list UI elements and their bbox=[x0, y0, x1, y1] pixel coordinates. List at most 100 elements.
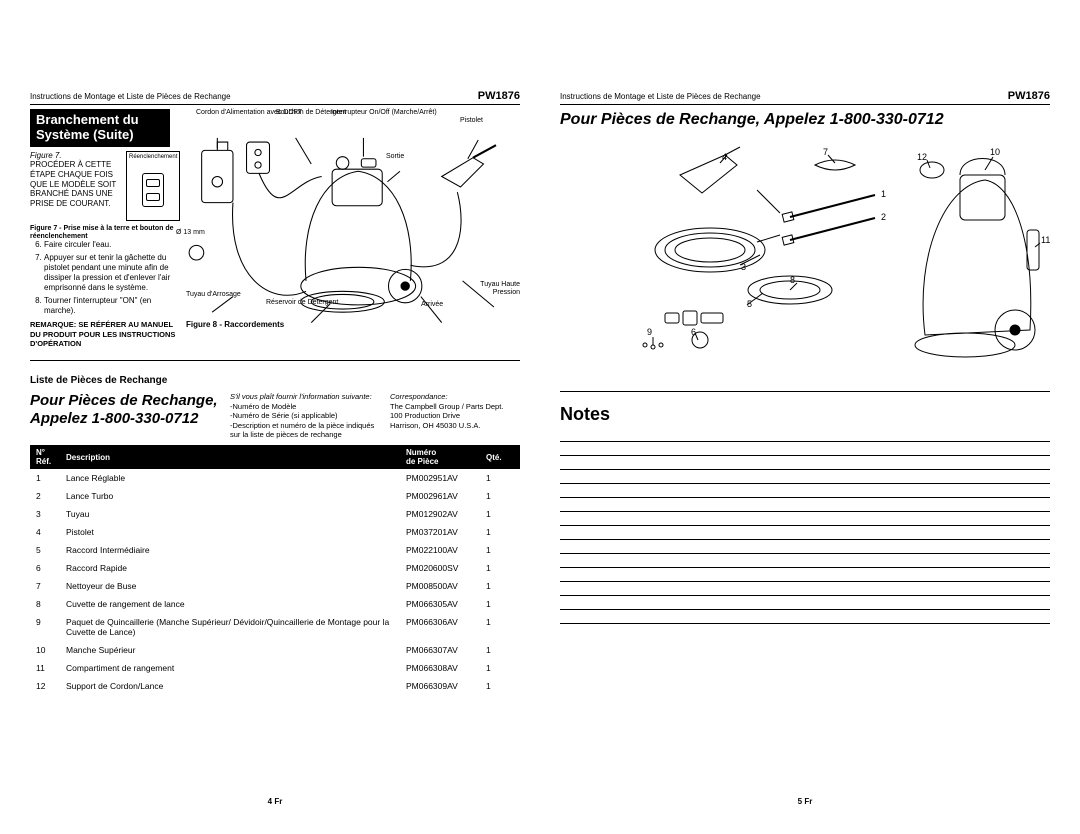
note-line bbox=[560, 511, 1050, 512]
correspond-title: Correspondance: bbox=[390, 392, 448, 401]
callout: 9 bbox=[647, 327, 652, 337]
parts-table: N°Réf. Description Numérode Pièce Qté. 1… bbox=[30, 445, 520, 695]
outlet-illustration bbox=[129, 161, 177, 218]
callout: 8 bbox=[790, 275, 795, 285]
page-header: Instructions de Montage et Liste de Pièc… bbox=[560, 90, 1050, 105]
section-title-line1: Branchement du bbox=[36, 112, 139, 127]
label-diameter: Ø 13 mm bbox=[176, 229, 205, 237]
table-row: 4PistoletPM037201AV1 bbox=[30, 523, 520, 541]
fineprint-l1: S'il vous plaît fournir l'information su… bbox=[230, 392, 372, 401]
right-title: Pour Pièces de Rechange, Appelez 1-800-3… bbox=[560, 111, 1050, 129]
table-row: 3TuyauPM012902AV1 bbox=[30, 505, 520, 523]
callout: 6 bbox=[691, 327, 696, 337]
left-narrow-column: Branchement du Système (Suite) Figure 7.… bbox=[30, 109, 180, 348]
step-item: Faire circuler l'eau. bbox=[44, 240, 180, 250]
fineprint-l3: -Numéro de Série (si applicable) bbox=[230, 411, 338, 420]
washer-diagram-svg bbox=[186, 109, 520, 348]
note-line bbox=[560, 441, 1050, 442]
divider bbox=[560, 391, 1050, 392]
figure7-body: PROCÉDER À CETTE ÉTAPE CHAQUE FOIS QUE L… bbox=[30, 160, 116, 207]
remark-text: REMARQUE: SE RÉFÉRER AU MANUEL DU PRODUI… bbox=[30, 320, 180, 348]
note-line bbox=[560, 581, 1050, 582]
table-row: 9Paquet de Quincaillerie (Manche Supérie… bbox=[30, 613, 520, 641]
figure7-text: Figure 7. PROCÉDER À CETTE ÉTAPE CHAQUE … bbox=[30, 151, 120, 221]
note-line bbox=[560, 567, 1050, 568]
section-title-line2: Système (Suite) bbox=[36, 127, 134, 142]
callout: 1 bbox=[881, 189, 886, 199]
table-row: 2Lance TurboPM002961AV1 bbox=[30, 487, 520, 505]
figure7-caption: Figure 7 - Prise mise à la terre et bout… bbox=[30, 225, 180, 240]
step-item: Tourner l'interrupteur "ON" (en marche). bbox=[44, 296, 180, 316]
note-line bbox=[560, 525, 1050, 526]
label-tuyau-arr: Tuyau d'Arrosage bbox=[186, 291, 241, 299]
callout: 2 bbox=[881, 212, 886, 222]
callout: 5 bbox=[747, 299, 752, 309]
note-line bbox=[560, 455, 1050, 456]
table-row: 8Cuvette de rangement de lancePM066305AV… bbox=[30, 595, 520, 613]
correspondence: Correspondance: The Campbell Group / Par… bbox=[390, 392, 520, 430]
callout: 4 bbox=[722, 152, 727, 162]
page-left: Instructions de Montage et Liste de Pièc… bbox=[30, 90, 520, 804]
notes-title: Notes bbox=[560, 404, 1050, 425]
doc-title: Instructions de Montage et Liste de Pièc… bbox=[30, 92, 231, 101]
label-pistolet: Pistolet bbox=[460, 117, 483, 125]
page-number-left: 4 Fr bbox=[30, 797, 520, 806]
note-line bbox=[560, 469, 1050, 470]
note-line bbox=[560, 539, 1050, 540]
table-row: 7Nettoyeur de BusePM008500AV1 bbox=[30, 577, 520, 595]
note-line bbox=[560, 483, 1050, 484]
note-line bbox=[560, 623, 1050, 624]
table-row: 12Support de Cordon/LancePM066309AV1 bbox=[30, 677, 520, 695]
correspond-l1: The Campbell Group / Parts Dept. bbox=[390, 402, 503, 411]
figure7-reenc: Réenclenchement bbox=[129, 154, 177, 162]
outlet-hole-icon bbox=[146, 193, 160, 201]
fineprint-l2: -Numéro de Modèle bbox=[230, 402, 296, 411]
figure8-diagram-area: Cordon d'Alimentation avec DDFT Bouchon … bbox=[186, 109, 520, 348]
figure7-label: Figure 7. bbox=[30, 151, 62, 160]
exploded-view: 1 2 3 4 5 6 7 8 9 10 11 12 bbox=[560, 135, 1050, 365]
note-line bbox=[560, 595, 1050, 596]
callout: 7 bbox=[823, 147, 828, 157]
th-num: Numérode Pièce bbox=[400, 445, 480, 469]
figure8-caption: Figure 8 - Raccordements bbox=[186, 321, 284, 330]
page-number-right: 5 Fr bbox=[560, 797, 1050, 806]
note-line bbox=[560, 497, 1050, 498]
note-lines bbox=[560, 435, 1050, 630]
callout: 12 bbox=[917, 152, 927, 162]
th-qty: Qté. bbox=[480, 445, 520, 469]
step-item: Appuyer sur et tenir la gâchette du pist… bbox=[44, 253, 180, 293]
table-row: 11Compartiment de rangementPM066308AV1 bbox=[30, 659, 520, 677]
callout: 10 bbox=[990, 147, 1000, 157]
model-number: PW1876 bbox=[1008, 90, 1050, 102]
figure7-row: Figure 7. PROCÉDER À CETTE ÉTAPE CHAQUE … bbox=[30, 151, 180, 221]
outlet-hole-icon bbox=[146, 179, 160, 187]
label-sortie: Sortie bbox=[386, 153, 404, 161]
th-desc: Description bbox=[60, 445, 400, 469]
parts-tbody: 1Lance RéglablePM002951AV12Lance TurboPM… bbox=[30, 469, 520, 695]
parts-header-row: Pour Pièces de Rechange, Appelez 1-800-3… bbox=[30, 392, 520, 439]
divider bbox=[30, 360, 520, 361]
figure7-diagram: Réenclenchement bbox=[126, 151, 180, 221]
fineprint-l4: -Description et numéro de la pièce indiq… bbox=[230, 421, 374, 439]
section-title-bar: Branchement du Système (Suite) bbox=[30, 109, 170, 147]
label-interrupt: Interrupteur On/Off (Marche/Arrêt) bbox=[331, 109, 437, 117]
note-line bbox=[560, 609, 1050, 610]
doc-title: Instructions de Montage et Liste de Pièc… bbox=[560, 92, 761, 101]
model-number: PW1876 bbox=[478, 90, 520, 102]
th-ref: N°Réf. bbox=[30, 445, 60, 469]
note-line bbox=[560, 553, 1050, 554]
fineprint: S'il vous plaît fournir l'information su… bbox=[230, 392, 380, 439]
steps-list: Faire circuler l'eau. Appuyer sur et ten… bbox=[30, 240, 180, 316]
callout: 11 bbox=[1041, 235, 1050, 245]
exploded-svg: 1 2 3 4 5 6 7 8 9 10 11 12 bbox=[560, 135, 1050, 365]
parts-section: Liste de Pièces de Rechange Pour Pièces … bbox=[30, 375, 520, 695]
label-tuyau-hp: Tuyau Haute Pression bbox=[471, 281, 520, 296]
callout: 3 bbox=[741, 262, 746, 272]
label-reservoir: Réservoir de Détergent bbox=[266, 299, 338, 307]
table-row: 1Lance RéglablePM002951AV1 bbox=[30, 469, 520, 487]
parts-subtitle: Liste de Pièces de Rechange bbox=[30, 375, 520, 386]
table-row: 5Raccord IntermédiairePM022100AV1 bbox=[30, 541, 520, 559]
page-header: Instructions de Montage et Liste de Pièc… bbox=[30, 90, 520, 105]
outlet-box-icon bbox=[142, 173, 164, 207]
correspond-l2: 100 Production Drive bbox=[390, 411, 460, 420]
